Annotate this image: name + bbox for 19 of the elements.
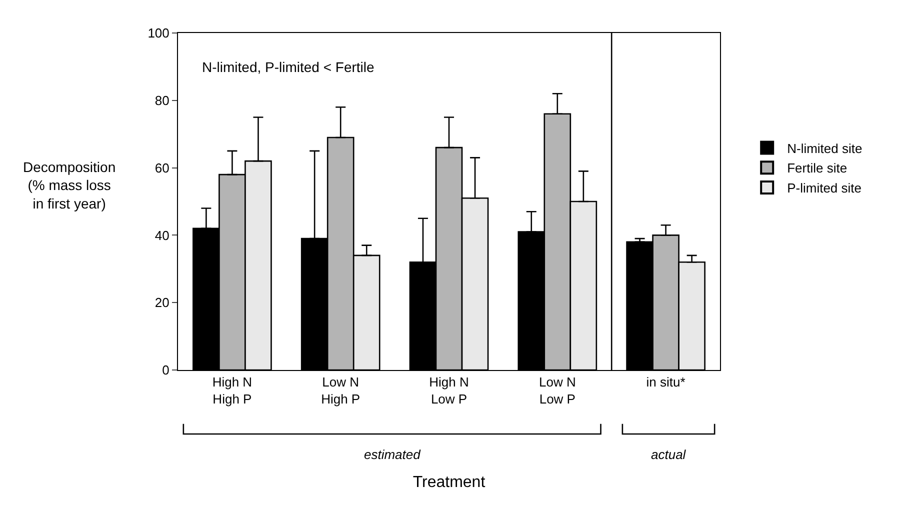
x-tick-label: in situ* xyxy=(646,374,686,390)
annotation: N-limited, P-limited < Fertile xyxy=(202,59,375,75)
y-tick-label: 40 xyxy=(154,228,170,243)
y-tick-label: 60 xyxy=(154,160,170,176)
x-tick-label: High N High P xyxy=(212,374,252,406)
y-tick-label: 0 xyxy=(162,362,170,378)
y-tick-label: 80 xyxy=(154,92,170,108)
text: actual xyxy=(651,447,687,462)
x-tick-label: Low N High P xyxy=(321,374,360,406)
legend-label: N-limited site xyxy=(787,140,862,156)
x-axis-title: Treatment xyxy=(412,474,486,492)
y-axis-title: Decomposition (% mass loss in first year) xyxy=(23,159,116,212)
legend-label: P-limited site xyxy=(787,180,862,196)
y-tick-label: 100 xyxy=(148,26,170,41)
legend-label: Fertile site xyxy=(787,160,848,176)
y-tick-label: 20 xyxy=(154,295,170,310)
x-tick-label: High N Low P xyxy=(429,374,469,406)
text: estimated xyxy=(364,447,422,462)
x-tick-label: Low N Low P xyxy=(538,374,576,406)
